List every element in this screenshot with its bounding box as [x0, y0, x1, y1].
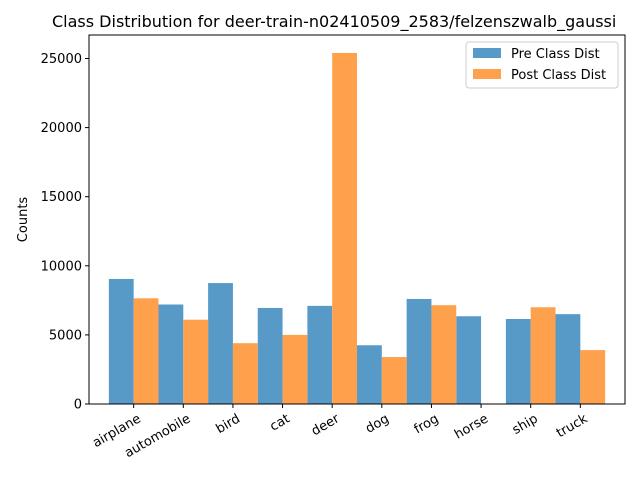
x-tick-label-bird: bird	[214, 411, 243, 437]
y-tick-label: 20000	[41, 121, 82, 136]
bar-post-frog	[431, 305, 457, 404]
y-axis-ticks: 0 5000 10000 15000 20000 25000	[41, 52, 89, 413]
bar-post-automobile	[183, 319, 209, 404]
plot-frame	[88, 34, 626, 405]
bar-pre-cat	[257, 307, 283, 404]
bar-pre-horse	[456, 316, 482, 404]
bar-pre-automobile	[158, 304, 184, 404]
legend-label-post: Post Class Dist	[511, 68, 606, 83]
bars-group	[108, 52, 606, 404]
bar-post-bird	[232, 343, 258, 404]
x-tick-label-deer: deer	[309, 411, 343, 439]
x-tick-label-truck: truck	[554, 411, 591, 441]
x-tick-label-cat: cat	[268, 411, 293, 434]
x-tick-label-horse: horse	[452, 411, 491, 442]
legend-swatch-pre	[473, 48, 501, 58]
y-tick-label: 10000	[41, 259, 82, 274]
x-tick-label-dog: dog	[363, 411, 392, 436]
legend: Pre Class Dist Post Class Dist	[465, 41, 619, 89]
legend-label-pre: Pre Class Dist	[511, 47, 600, 62]
y-axis-label: Counts	[16, 197, 31, 243]
bar-pre-ship	[505, 319, 531, 404]
chart-title: Class Distribution for deer-train-n02410…	[52, 12, 616, 32]
bar-pre-frog	[406, 298, 432, 404]
bar-post-airplane	[133, 298, 159, 404]
bar-pre-deer	[307, 305, 333, 404]
bar-post-truck	[580, 350, 606, 404]
bar-pre-truck	[555, 314, 581, 404]
y-tick-label: 25000	[41, 52, 82, 67]
bar-post-ship	[530, 307, 556, 404]
legend-swatch-post	[473, 69, 501, 79]
x-tick-label-frog: frog	[412, 411, 442, 437]
bar-pre-dog	[357, 345, 382, 404]
bar-pre-bird	[208, 283, 233, 404]
y-tick-label: 0	[74, 398, 82, 413]
legend-box	[465, 41, 619, 89]
bar-post-cat	[282, 334, 308, 404]
bar-post-dog	[381, 357, 407, 404]
bar-pre-airplane	[108, 278, 134, 404]
x-tick-label-ship: ship	[510, 411, 541, 437]
y-tick-label: 5000	[49, 328, 82, 343]
y-tick-label: 15000	[41, 190, 82, 205]
bar-post-deer	[332, 52, 357, 404]
